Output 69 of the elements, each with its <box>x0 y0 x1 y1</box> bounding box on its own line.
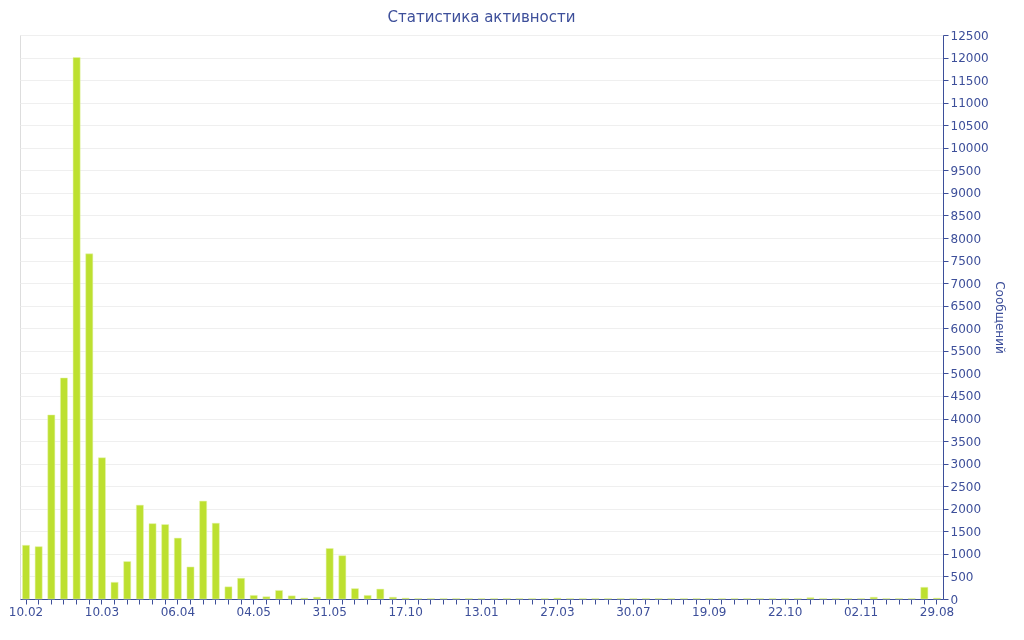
bar <box>363 595 372 600</box>
y-tick-label: 5000 <box>950 366 982 381</box>
x-tick-label: 13.01 <box>464 604 499 619</box>
x-tick-label: 27.03 <box>540 604 575 619</box>
y-tick-label: 12000 <box>950 51 989 66</box>
bar <box>199 500 207 600</box>
y-tick-label: 7500 <box>950 254 982 269</box>
y-tick-label: 11500 <box>950 73 989 88</box>
y-tick-label: 11000 <box>950 96 989 111</box>
bar <box>237 577 245 600</box>
bar <box>110 582 119 600</box>
y-tick-label: 7000 <box>950 276 982 291</box>
y-tick-label: 4000 <box>950 412 982 427</box>
x-tick-label: 10.02 <box>8 604 44 619</box>
bar <box>262 596 271 600</box>
y-tick-label: 10000 <box>950 141 989 156</box>
bar <box>186 566 195 600</box>
bar <box>85 253 94 600</box>
bar <box>211 522 220 600</box>
x-tick-label: 04.05 <box>236 604 271 619</box>
y-tick-label: 500 <box>950 569 974 584</box>
y-tick-label: 3000 <box>950 457 982 472</box>
y-tick-label: 0 <box>950 592 959 607</box>
bar <box>161 524 169 600</box>
y-tick-label: 3500 <box>950 434 982 449</box>
y-tick-label: 12500 <box>950 28 989 43</box>
y-tick-label: 1500 <box>950 524 982 539</box>
y-tick-label: 6500 <box>950 299 982 314</box>
bar <box>98 457 106 600</box>
x-tick-label: 19.09 <box>692 604 727 619</box>
bar <box>249 595 258 600</box>
y-tick-label: 6000 <box>950 321 982 336</box>
y-tick-label: 4500 <box>950 389 982 404</box>
bar <box>275 590 283 600</box>
bar <box>920 587 929 600</box>
bar <box>351 588 359 600</box>
bar <box>22 545 30 600</box>
y-axis-title: Сообщений <box>992 281 1007 354</box>
x-tick-label: 29.08 <box>919 604 955 619</box>
bar <box>60 377 68 600</box>
x-tick-label: 02.11 <box>843 604 879 619</box>
bar <box>34 546 43 600</box>
y-tick-label: 2000 <box>950 502 982 517</box>
x-tick-label: 22.10 <box>767 604 803 619</box>
y-tick-label: 9000 <box>950 186 982 201</box>
y-tick-label: 1000 <box>950 547 982 562</box>
x-tick-label: 17.10 <box>388 604 423 619</box>
x-tick-label: 10.03 <box>84 604 120 619</box>
x-tick-label: 30.07 <box>616 604 651 619</box>
chart-title: Статистика активности <box>387 8 576 26</box>
y-tick-label: 5500 <box>950 344 982 359</box>
bar <box>287 595 296 600</box>
y-tick-label: 9500 <box>950 163 982 178</box>
bar <box>376 588 385 600</box>
bar <box>148 523 157 600</box>
bar <box>136 504 144 600</box>
bar <box>72 57 81 600</box>
bar <box>338 555 347 600</box>
y-tick-label: 2500 <box>950 479 982 494</box>
y-tick-label: 8000 <box>950 231 982 246</box>
x-tick-label: 06.04 <box>160 604 196 619</box>
bar <box>325 548 334 600</box>
y-tick-label: 10500 <box>950 118 989 133</box>
bar <box>47 414 56 600</box>
bar <box>174 537 182 600</box>
bar <box>224 586 233 600</box>
bar <box>123 561 132 600</box>
y-tick-label: 8500 <box>950 208 982 223</box>
x-tick-label: 31.05 <box>312 604 347 619</box>
